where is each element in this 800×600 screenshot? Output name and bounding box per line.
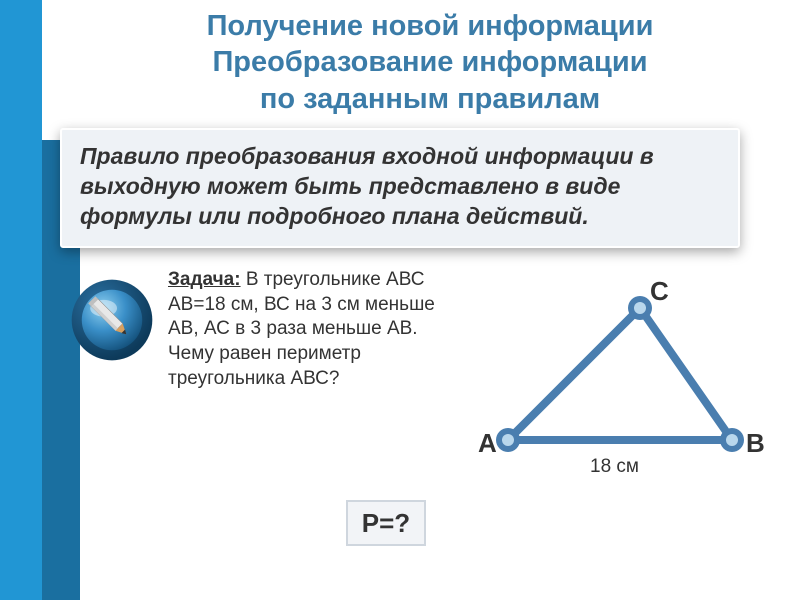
triangle-diagram bbox=[470, 280, 770, 480]
perimeter-box: Р=? bbox=[346, 500, 426, 546]
vertex-A bbox=[496, 428, 520, 452]
side-AB-label: 18 см bbox=[590, 456, 639, 478]
task-text: Задача: В треугольнике АВС АВ=18 см, ВС … bbox=[168, 268, 468, 391]
label-C: С bbox=[650, 276, 669, 307]
label-B: В bbox=[746, 428, 765, 459]
task-label: Задача: bbox=[168, 269, 241, 290]
title-line-2: Преобразование информации bbox=[80, 44, 780, 80]
slide-title: Получение новой информации Преобразовани… bbox=[80, 8, 780, 117]
label-A: А bbox=[478, 428, 497, 459]
vertex-B bbox=[720, 428, 744, 452]
perimeter-text: Р=? bbox=[362, 508, 410, 539]
vertex-C bbox=[628, 296, 652, 320]
rule-callout: Правило преобразования входной информаци… bbox=[60, 128, 740, 248]
pen-icon bbox=[70, 278, 154, 362]
sidebar-stripe bbox=[0, 0, 42, 600]
title-line-1: Получение новой информации bbox=[80, 8, 780, 44]
rule-text: Правило преобразования входной информаци… bbox=[80, 142, 720, 232]
title-line-3: по заданным правилам bbox=[80, 81, 780, 117]
